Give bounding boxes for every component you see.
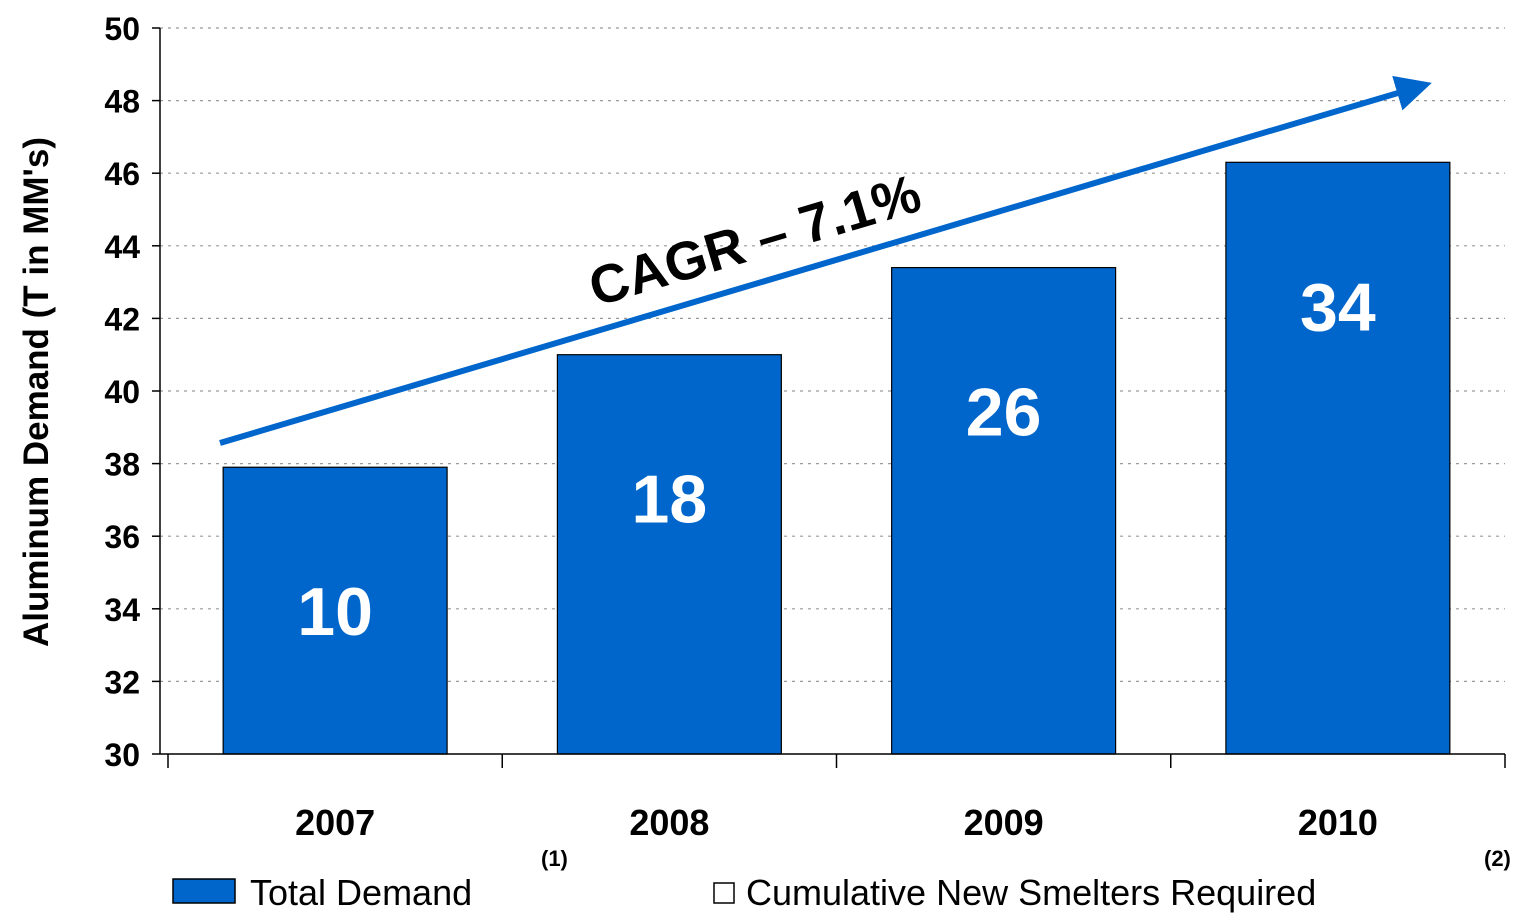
legend-footnote: (2) bbox=[1484, 846, 1511, 871]
annotation: CAGR – 7.1% bbox=[582, 163, 927, 318]
y-tick-label: 30 bbox=[104, 737, 140, 773]
bars: 10 18 26 34 bbox=[222, 161, 1451, 755]
bar bbox=[1225, 161, 1451, 755]
axes: 30 32 34 36 38 40 42 44 46 48 50 2007 2008 2009 2010 bbox=[104, 11, 1506, 843]
data-label: 26 bbox=[966, 375, 1042, 451]
y-tick-label: 50 bbox=[104, 11, 140, 47]
x-tick-label: 2009 bbox=[964, 802, 1044, 843]
trend-arrow bbox=[219, 75, 1432, 446]
x-tick-label: 2007 bbox=[295, 802, 375, 843]
y-tick-label: 32 bbox=[104, 664, 140, 700]
y-tick-label: 48 bbox=[104, 84, 140, 120]
legend-label: Total Demand bbox=[250, 872, 472, 913]
bar bbox=[556, 354, 782, 755]
data-label: 18 bbox=[632, 462, 708, 538]
data-label: 10 bbox=[297, 574, 373, 650]
legend-swatch bbox=[172, 878, 236, 904]
legend-label: Cumulative New Smelters Required bbox=[746, 872, 1316, 913]
x-tick-label: 2008 bbox=[629, 802, 709, 843]
bar bbox=[222, 466, 448, 755]
legend-footnote: (1) bbox=[541, 846, 568, 871]
y-tick-label: 40 bbox=[104, 374, 140, 410]
y-tick-label: 38 bbox=[104, 447, 140, 483]
data-label: 34 bbox=[1300, 269, 1376, 345]
y-tick-label: 46 bbox=[104, 156, 140, 192]
y-tick-label: 36 bbox=[104, 519, 140, 555]
legend-swatch bbox=[713, 882, 735, 904]
x-tick-label: 2010 bbox=[1298, 802, 1378, 843]
y-tick-label: 34 bbox=[104, 592, 140, 628]
bar bbox=[891, 266, 1117, 755]
y-axis-title: Aluminum Demand (T in MM's) bbox=[17, 137, 56, 647]
y-tick-label: 44 bbox=[104, 229, 140, 265]
y-tick-label: 42 bbox=[104, 301, 140, 337]
